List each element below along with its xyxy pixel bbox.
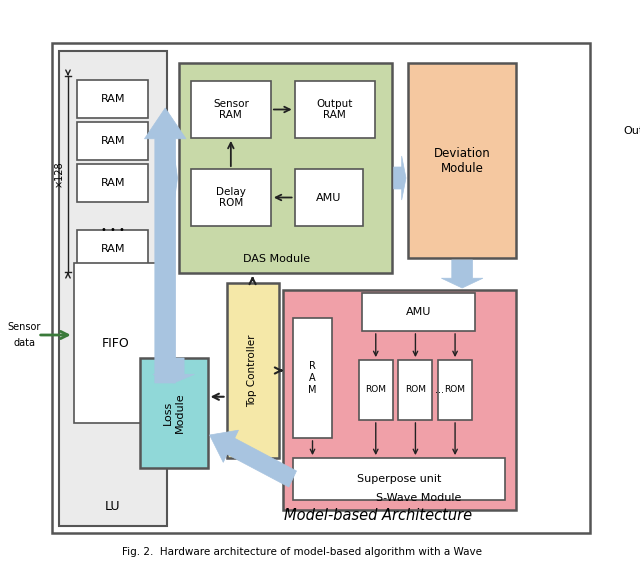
Text: Top Controller: Top Controller — [248, 334, 257, 407]
Polygon shape — [169, 156, 177, 200]
Text: AMU: AMU — [316, 193, 341, 203]
Text: ...: ... — [435, 385, 444, 395]
Text: RAM: RAM — [100, 94, 125, 104]
Bar — [292, 318, 332, 438]
Bar — [77, 164, 148, 202]
Bar — [362, 293, 475, 331]
Bar — [77, 80, 148, 118]
Text: • • •: • • • — [101, 225, 125, 235]
Text: ×128: ×128 — [54, 161, 63, 187]
Polygon shape — [209, 430, 296, 487]
Bar — [191, 81, 271, 138]
Bar — [52, 43, 590, 533]
Bar — [74, 263, 157, 423]
Text: ROM: ROM — [445, 386, 465, 395]
Text: Fig. 2.  Hardware architecture of model-based algorithm with a Wave: Fig. 2. Hardware architecture of model-b… — [122, 547, 482, 557]
Text: Out: Out — [623, 126, 640, 136]
Text: ROM: ROM — [365, 386, 387, 395]
Bar — [179, 63, 392, 273]
Text: Sensor: Sensor — [8, 322, 41, 332]
Polygon shape — [442, 260, 483, 288]
Text: DAS Module: DAS Module — [243, 254, 310, 264]
Text: Deviation
Module: Deviation Module — [434, 147, 490, 174]
Bar — [191, 169, 271, 226]
Bar — [294, 81, 375, 138]
Text: AMU: AMU — [406, 307, 431, 317]
Text: S-Wave Module: S-Wave Module — [376, 493, 461, 503]
Text: Loss
Module: Loss Module — [163, 392, 184, 433]
Bar — [140, 358, 208, 468]
Text: Superpose unit: Superpose unit — [356, 474, 441, 484]
Bar — [227, 283, 278, 458]
Bar — [292, 458, 505, 500]
Text: ROM: ROM — [405, 386, 426, 395]
Text: LU: LU — [105, 499, 120, 512]
Bar — [399, 360, 433, 420]
Bar — [294, 169, 362, 226]
Text: RAM: RAM — [100, 136, 125, 146]
Bar — [77, 230, 148, 268]
Text: data: data — [13, 338, 36, 348]
Text: FIFO: FIFO — [101, 336, 129, 349]
Bar — [284, 290, 516, 510]
Polygon shape — [145, 108, 186, 383]
Bar — [438, 360, 472, 420]
Bar — [58, 51, 167, 526]
Text: RAM: RAM — [100, 178, 125, 188]
Polygon shape — [394, 156, 406, 200]
Text: Output
RAM: Output RAM — [317, 99, 353, 120]
Text: Delay
ROM: Delay ROM — [216, 187, 246, 208]
Bar — [359, 360, 393, 420]
Text: R
A
M: R A M — [308, 361, 317, 395]
Bar — [408, 63, 516, 258]
Polygon shape — [153, 358, 195, 383]
Text: Sensor
RAM: Sensor RAM — [213, 99, 249, 120]
Text: RAM: RAM — [100, 244, 125, 254]
Text: Model-based Architecture: Model-based Architecture — [284, 507, 472, 523]
Bar — [77, 122, 148, 160]
